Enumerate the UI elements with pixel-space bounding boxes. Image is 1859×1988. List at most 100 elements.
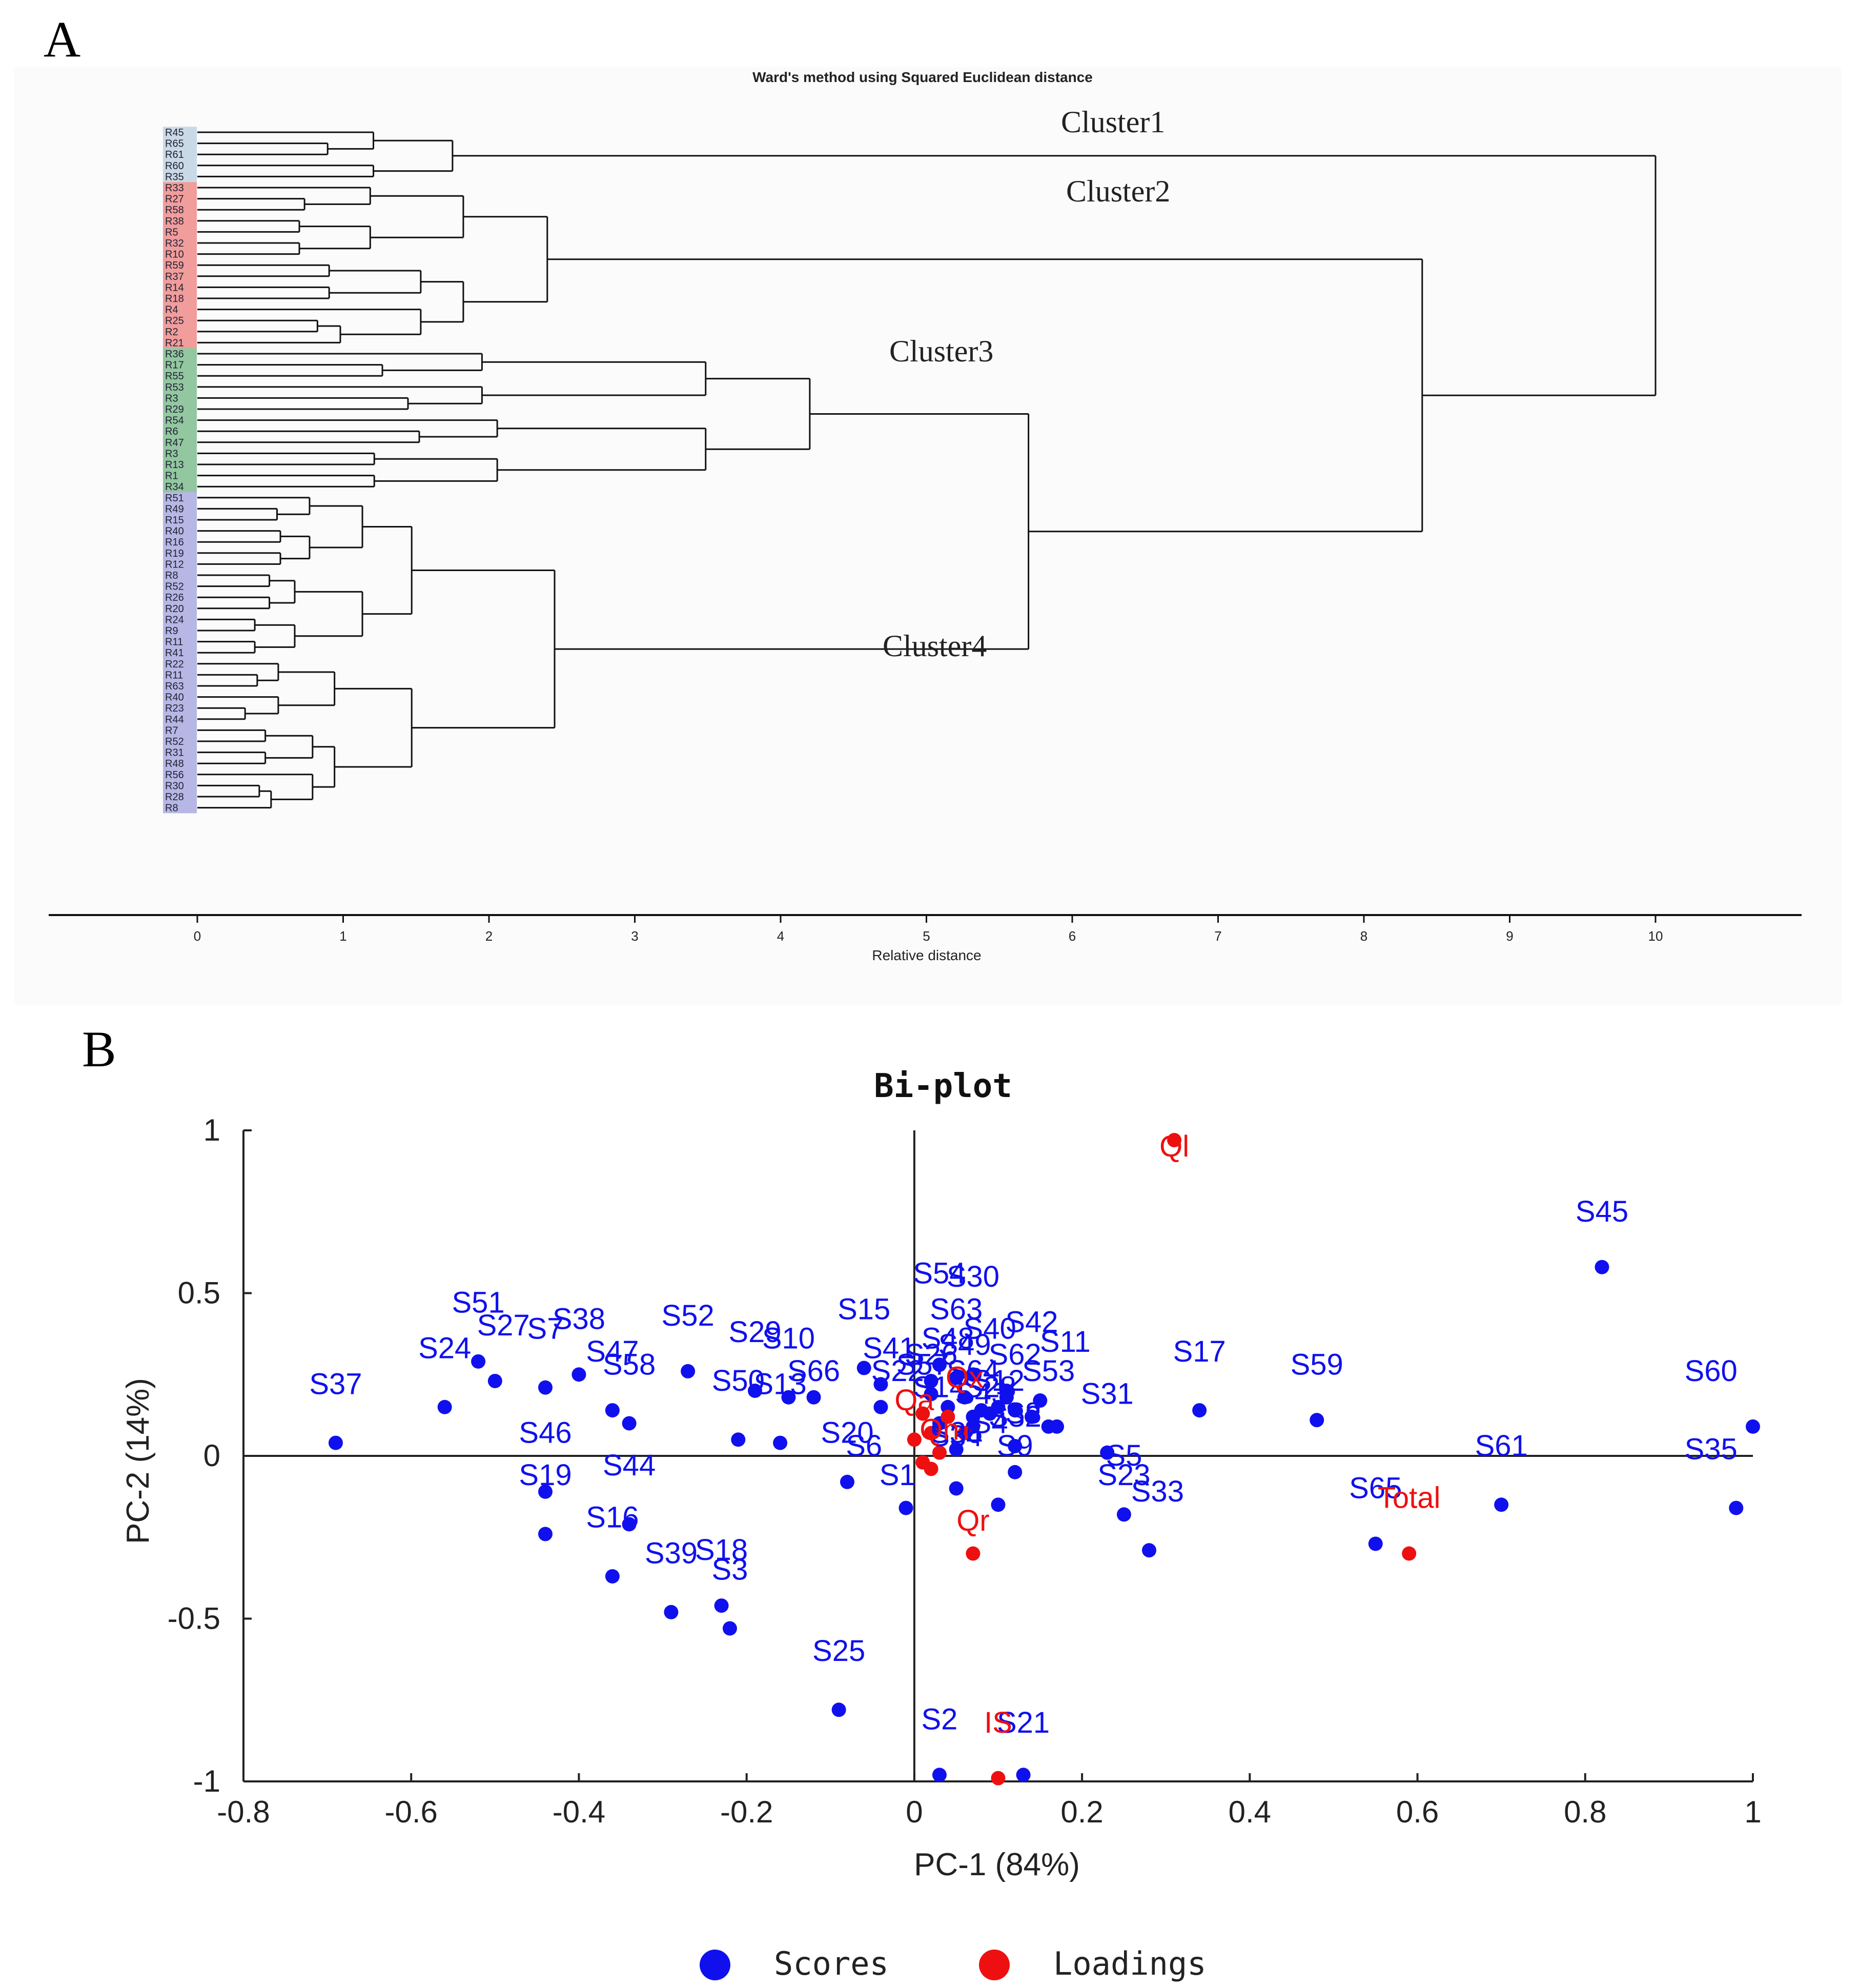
biplot-title: Bi-plot xyxy=(874,1067,1012,1105)
loading-label: Qx xyxy=(946,1361,984,1394)
loading-label: Total xyxy=(1378,1482,1441,1515)
biplot-x-tick-label: -0.2 xyxy=(720,1795,773,1829)
score-point xyxy=(538,1484,553,1499)
score-point xyxy=(1310,1413,1324,1428)
loading-point xyxy=(1402,1546,1417,1561)
leaf-label: R53 xyxy=(165,382,184,393)
leaf-label: R31 xyxy=(165,747,184,759)
dendrogram-panel: A Ward's method using Squared Euclidean … xyxy=(44,11,1802,963)
score-point xyxy=(748,1384,763,1398)
score-label: S36 xyxy=(930,1416,983,1450)
score-label: S15 xyxy=(837,1292,890,1326)
leaf-label: R27 xyxy=(165,194,184,205)
dendrogram-x-ticks: 0 1 2 3 4 5 6 7 8 9 10 xyxy=(194,915,1663,944)
score-label: S21 xyxy=(997,1706,1050,1739)
leaf-label: R9 xyxy=(165,625,178,637)
score-label: S57 xyxy=(896,1348,949,1381)
leaf-label: R19 xyxy=(165,548,184,559)
score-label: S12 xyxy=(972,1364,1025,1397)
score-point xyxy=(898,1500,913,1515)
score-label: S52 xyxy=(662,1299,714,1332)
score-label: S23 xyxy=(1097,1458,1150,1492)
cluster3-label: Cluster3 xyxy=(889,334,993,368)
biplot-x-tick-label: 0.4 xyxy=(1229,1795,1271,1829)
panel-a-label: A xyxy=(44,11,80,68)
score-point xyxy=(1008,1403,1023,1418)
score-label: S27 xyxy=(477,1309,530,1342)
leaf-band-cluster2 xyxy=(163,182,197,349)
leaf-label: R51 xyxy=(165,493,184,504)
legend-scores-label: Scores xyxy=(774,1945,889,1982)
leaf-label: R38 xyxy=(165,216,184,227)
biplot-panel: B Bi-plot -0.8 -0.6 -0.4 -0.2 0 0.2 0.4 0.6 0.8 1… xyxy=(82,1021,1762,1982)
loading-point xyxy=(924,1426,938,1441)
leaf-label: R3 xyxy=(165,393,178,404)
cluster1-label: Cluster1 xyxy=(1061,105,1165,139)
score-point xyxy=(991,1497,1006,1512)
leaf-label: R1 xyxy=(165,471,178,482)
score-point xyxy=(1368,1536,1383,1551)
biplot-x-label: PC-1 (84%) xyxy=(914,1847,1080,1882)
score-label: S45 xyxy=(1576,1195,1628,1228)
score-label: S5 xyxy=(1106,1439,1142,1472)
leaf-label: R14 xyxy=(165,282,184,293)
score-label: S11 xyxy=(1040,1325,1091,1358)
dendrogram-tick-label: 4 xyxy=(777,928,784,944)
loading-label: IS xyxy=(984,1706,1012,1739)
leaf-label: R52 xyxy=(165,581,184,593)
score-label: S32 xyxy=(989,1400,1041,1433)
biplot-ticks: -0.8 -0.6 -0.4 -0.2 0 0.2 0.4 0.6 0.8 1 1 0.5 0 -0.5 -… xyxy=(168,1113,1762,1829)
dendrogram-branches xyxy=(197,131,1657,809)
leaf-label: R59 xyxy=(165,260,184,271)
leaf-label: R32 xyxy=(165,238,184,249)
score-point xyxy=(1142,1543,1156,1558)
dendrogram-tick-label: 6 xyxy=(1069,928,1076,944)
score-point xyxy=(328,1435,343,1450)
leaf-label: R22 xyxy=(165,659,184,670)
legend: Scores Loadings xyxy=(700,1945,1207,1982)
score-point xyxy=(681,1364,696,1378)
score-label: S3 xyxy=(711,1553,748,1586)
score-label: S43 xyxy=(955,1377,1008,1410)
score-point xyxy=(1729,1500,1744,1515)
score-label: S22 xyxy=(871,1354,924,1388)
score-point xyxy=(831,1702,846,1717)
score-point xyxy=(924,1373,938,1388)
score-label: S37 xyxy=(309,1367,362,1401)
score-point xyxy=(1050,1419,1065,1434)
score-point xyxy=(781,1390,796,1405)
score-label: S38 xyxy=(553,1302,605,1335)
leaf-label: R55 xyxy=(165,371,184,382)
leaf-label: R10 xyxy=(165,249,184,260)
score-label: S58 xyxy=(603,1348,656,1381)
leaf-label: R7 xyxy=(165,725,178,736)
leaf-label: R30 xyxy=(165,780,184,792)
leaf-label: R29 xyxy=(165,404,184,415)
score-label: S33 xyxy=(1131,1475,1184,1508)
biplot-y-tick-label: 1 xyxy=(203,1113,220,1147)
biplot-points xyxy=(328,1133,1760,1786)
score-label: S6 xyxy=(846,1429,882,1463)
biplot-x-tick-label: 1 xyxy=(1744,1795,1761,1829)
score-label: S54 xyxy=(913,1256,966,1290)
leaf-color-bands xyxy=(163,127,197,814)
leaf-label: R49 xyxy=(165,503,184,515)
score-point xyxy=(1033,1393,1048,1408)
dendrogram-x-label: Relative distance xyxy=(872,947,981,963)
score-label: S44 xyxy=(603,1449,656,1482)
leaf-label: R23 xyxy=(165,703,184,714)
biplot-y-tick-label: 0 xyxy=(203,1438,220,1473)
leaf-label: R47 xyxy=(165,437,184,449)
score-label: S51 xyxy=(452,1286,505,1320)
score-label: S26 xyxy=(905,1338,957,1371)
score-point xyxy=(949,1370,964,1385)
score-point xyxy=(856,1361,871,1375)
leaf-label: R48 xyxy=(165,758,184,769)
dendrogram-tick-label: 0 xyxy=(194,928,201,944)
leaf-label: R16 xyxy=(165,537,184,548)
score-label: S14 xyxy=(913,1371,966,1404)
score-point xyxy=(924,1387,938,1402)
score-point xyxy=(999,1390,1014,1405)
leaf-label: R6 xyxy=(165,426,178,437)
